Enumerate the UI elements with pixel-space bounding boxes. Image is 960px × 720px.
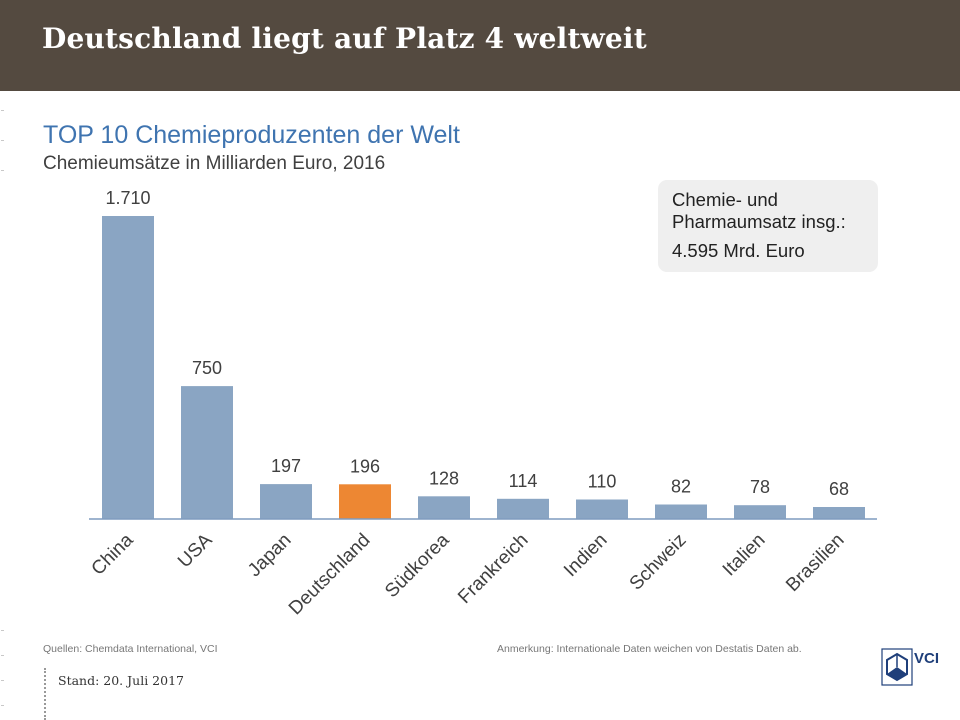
infobox-line-2: Pharmaumsatz insg.:	[672, 211, 846, 232]
bar-3	[339, 484, 391, 519]
bar-1	[181, 386, 233, 519]
vci-hexagon-logo-icon: VCI	[881, 648, 939, 686]
bar-5	[497, 498, 549, 519]
data-label-1: 750	[192, 358, 222, 378]
x-tick-label-1: USA	[174, 529, 217, 572]
header-bar: Deutschland liegt auf Platz 4 weltweit	[0, 0, 960, 91]
bar-6	[576, 499, 628, 519]
data-label-3: 196	[350, 456, 380, 476]
x-tick-label-3: Deutschland	[285, 530, 375, 620]
data-label-2: 197	[271, 456, 301, 476]
stand-divider	[44, 668, 46, 720]
x-tick-label-2: Japan	[244, 530, 295, 581]
data-label-7: 82	[671, 477, 691, 497]
logo-text: VCI	[914, 650, 939, 667]
x-tick-label-4: Südkorea	[381, 529, 454, 602]
data-label-4: 128	[429, 468, 459, 488]
bar-7	[655, 504, 707, 519]
bar-2	[260, 484, 312, 519]
total-sales-infobox: Chemie- und Pharmaumsatz insg.: 4.595 Mr…	[658, 180, 878, 272]
page-title: Deutschland liegt auf Platz 4 weltweit	[42, 22, 647, 55]
data-label-0: 1.710	[105, 188, 150, 208]
source-note: Quellen: Chemdata International, VCI	[43, 643, 218, 655]
infobox-line-1: Chemie- und	[672, 189, 778, 210]
chart-title: TOP 10 Chemieproduzenten der Welt	[43, 121, 460, 149]
bar-9	[813, 507, 865, 519]
x-tick-label-9: Brasilien	[782, 530, 848, 596]
data-label-8: 78	[750, 477, 770, 497]
left-margin-marks	[0, 110, 4, 720]
x-tick-label-8: Italien	[719, 530, 770, 581]
bar-4	[418, 496, 470, 519]
remark-note: Anmerkung: Internationale Daten weichen …	[497, 643, 802, 655]
chart-subtitle: Chemieumsätze in Milliarden Euro, 2016	[43, 153, 386, 174]
x-tick-label-5: Frankreich	[454, 530, 532, 608]
bar-0	[102, 216, 154, 519]
stand-date: Stand: 20. Juli 2017	[58, 673, 184, 688]
bar-8	[734, 505, 786, 519]
data-label-5: 114	[509, 471, 538, 491]
x-tick-label-0: China	[88, 529, 138, 579]
data-label-9: 68	[829, 479, 849, 499]
infobox-total: 4.595 Mrd. Euro	[672, 240, 805, 261]
data-label-6: 110	[588, 472, 617, 492]
x-tick-label-7: Schweiz	[626, 530, 691, 595]
x-tick-label-6: Indien	[560, 530, 611, 581]
